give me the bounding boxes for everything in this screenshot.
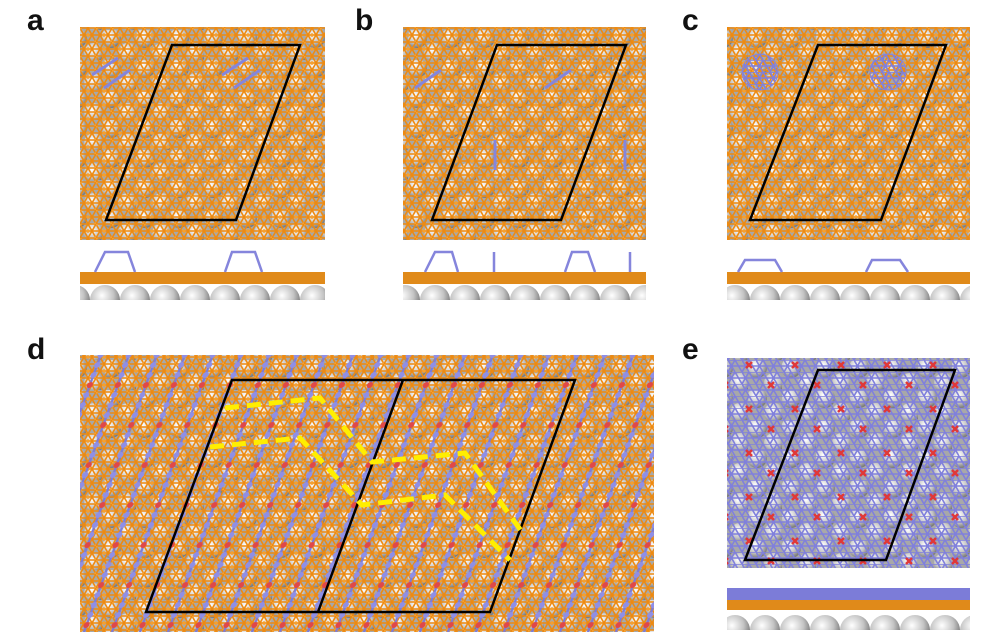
highlighted-path xyxy=(209,395,525,562)
panel-label-e: e xyxy=(682,333,699,366)
unit-cell-outline xyxy=(144,378,577,614)
panel-a-top-view xyxy=(80,27,325,240)
panel-d-top-view xyxy=(80,355,654,632)
panel-e-top-view xyxy=(727,358,970,568)
unit-cell-outline xyxy=(430,43,628,222)
unit-cell-outline xyxy=(748,43,948,222)
unit-cell-outline xyxy=(743,368,957,562)
panel-label-b: b xyxy=(355,4,374,37)
unit-cell-outline xyxy=(104,43,302,222)
adsorbate-molecules xyxy=(91,56,261,90)
panel-c-side-view xyxy=(727,258,970,301)
panel-label-d: d xyxy=(27,333,46,366)
panel-c-top-view xyxy=(727,27,970,240)
panel-e-side-view xyxy=(727,588,970,632)
panel-b-top-view xyxy=(403,27,646,240)
panel-label-c: c xyxy=(682,4,699,37)
panel-b-side-view xyxy=(403,250,646,301)
panel-a-side-view xyxy=(80,250,325,301)
panel-label-a: a xyxy=(27,4,44,37)
